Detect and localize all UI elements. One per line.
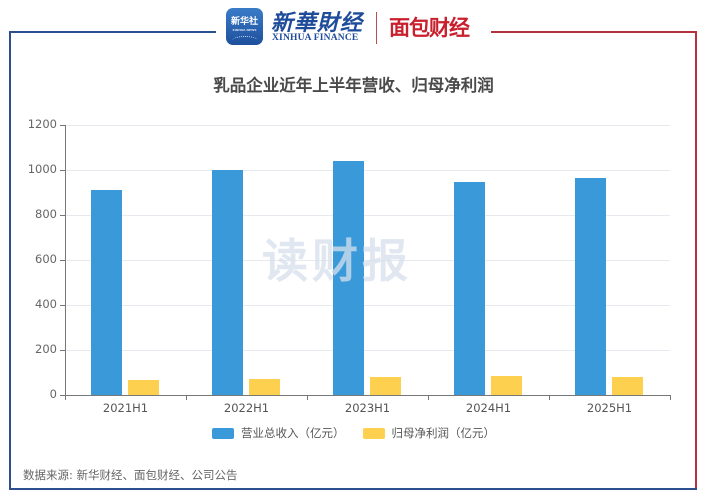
x-tick-label: 2022H1 — [223, 401, 270, 415]
bar-net-profit[interactable] — [128, 379, 159, 395]
bar-net-profit[interactable] — [491, 375, 522, 395]
x-axis — [60, 395, 670, 396]
y-tick-label: 200 — [35, 342, 57, 356]
y-tick-label: 600 — [35, 252, 57, 266]
y-tick-mark — [60, 125, 65, 126]
network-dots-icon — [231, 36, 258, 45]
y-tick-label: 0 — [49, 387, 57, 401]
x-tick-label: 2024H1 — [465, 401, 512, 415]
bar-net-profit[interactable] — [249, 378, 280, 395]
bar-revenue[interactable] — [454, 182, 485, 395]
logo-divider — [376, 12, 377, 44]
legend-swatch-net-profit — [362, 427, 385, 439]
frame-top-right-border — [491, 31, 697, 33]
legend-label-net-profit: 归母净利润（亿元） — [391, 426, 496, 440]
y-tick-mark — [60, 350, 65, 351]
frame-top-left-border — [9, 31, 216, 33]
gridline — [65, 215, 670, 216]
chart-legend: 营业总收入（亿元） 归母净利润（亿元） — [0, 425, 707, 441]
data-source-note: 数据来源: 新华财经、面包财经、公司公告 — [23, 468, 238, 482]
bar-net-profit[interactable] — [612, 376, 643, 395]
bar-revenue[interactable] — [333, 161, 364, 395]
legend-label-revenue: 营业总收入（亿元） — [241, 426, 345, 440]
legend-item-net-profit[interactable]: 归母净利润（亿元） — [362, 425, 496, 441]
xinhua-finance-logo-cn: 新華財经 — [271, 10, 364, 36]
frame-right-border — [695, 31, 697, 490]
gridline — [65, 260, 670, 261]
gridline — [65, 350, 670, 351]
mianbao-finance-logo: 面包财经 — [389, 16, 470, 40]
frame-bottom-border — [9, 488, 697, 490]
y-tick-label: 1200 — [27, 117, 57, 131]
xinhua-badge-text: 新华社 — [230, 17, 258, 27]
x-tick-label: 2021H1 — [102, 401, 149, 415]
y-tick-label: 800 — [35, 207, 57, 221]
gridline — [65, 125, 670, 126]
bar-net-profit[interactable] — [370, 377, 401, 395]
y-tick-label: 1000 — [27, 162, 57, 176]
xinhua-finance-logo-en: XINHUA FINANCE — [272, 33, 359, 43]
y-tick-mark — [60, 260, 65, 261]
legend-item-revenue[interactable]: 营业总收入（亿元） — [212, 425, 345, 441]
bar-revenue[interactable] — [575, 178, 606, 395]
x-tick-mark — [186, 395, 187, 400]
bar-revenue[interactable] — [212, 169, 243, 395]
x-tick-label: 2023H1 — [344, 401, 391, 415]
x-tick-mark — [307, 395, 308, 400]
xinhua-badge-sub: XINHUA NEWS — [232, 28, 257, 32]
x-tick-mark — [670, 395, 671, 400]
chart-title: 乳品企业近年上半年营收、归母净利润 — [213, 76, 494, 95]
x-tick-mark — [428, 395, 429, 400]
y-tick-label: 400 — [35, 297, 57, 311]
frame-left-border — [9, 31, 11, 490]
y-tick-mark — [60, 170, 65, 171]
gridline — [65, 305, 670, 306]
x-tick-mark — [65, 395, 66, 400]
y-axis — [65, 125, 66, 396]
y-tick-mark — [60, 215, 65, 216]
y-tick-mark — [60, 305, 65, 306]
bar-revenue[interactable] — [91, 190, 122, 395]
legend-swatch-revenue — [212, 427, 234, 439]
x-tick-mark — [549, 395, 550, 400]
gridline — [65, 170, 670, 171]
x-tick-label: 2025H1 — [586, 401, 633, 415]
xinhua-news-logo-icon: 新华社 XINHUA NEWS — [226, 8, 263, 45]
